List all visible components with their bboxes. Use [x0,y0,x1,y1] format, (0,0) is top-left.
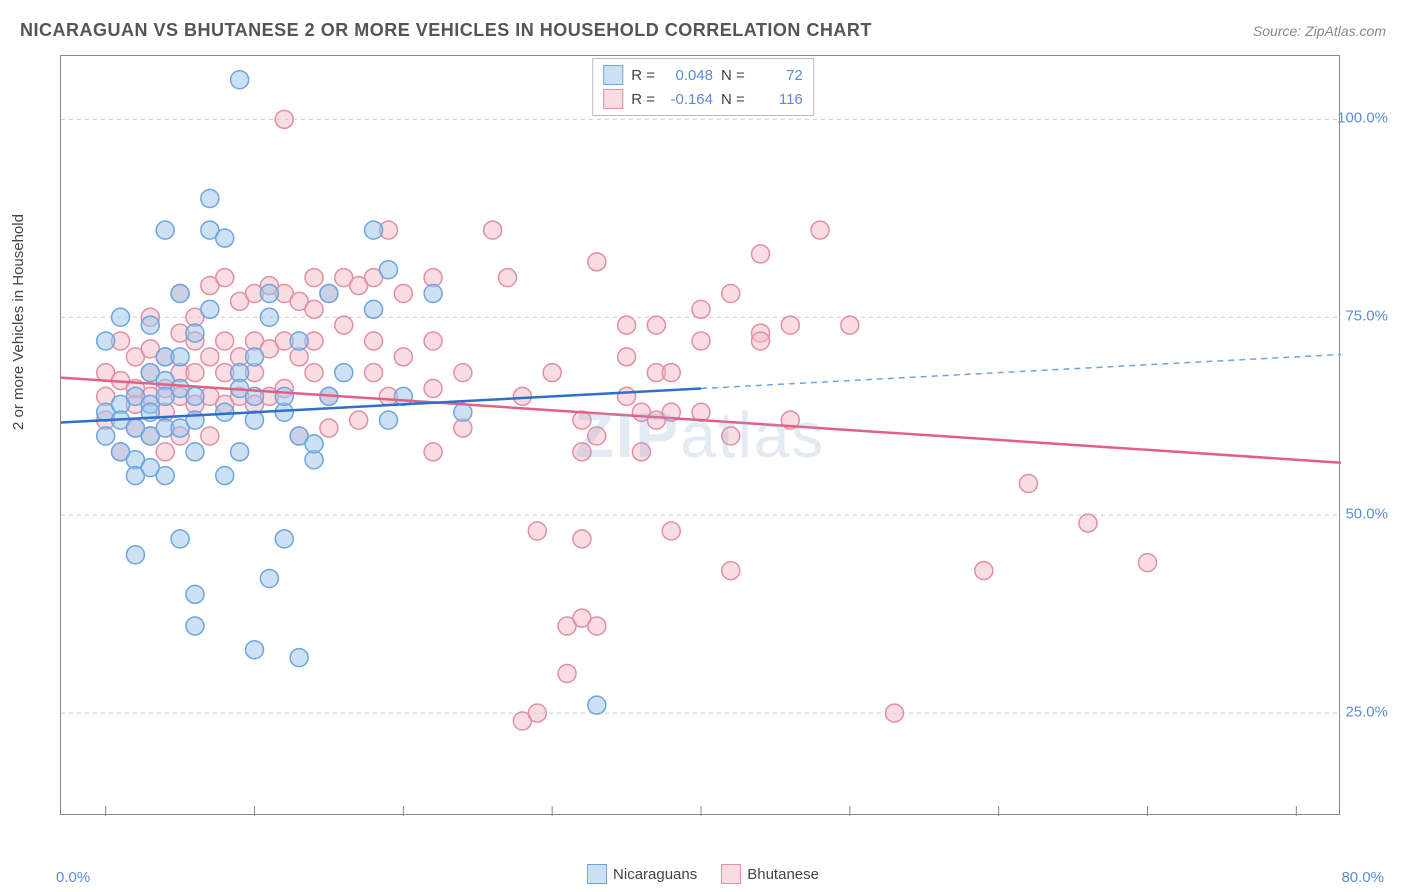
legend-swatch-pink [603,89,623,109]
x-tick-80: 80.0% [1341,869,1384,886]
chart-title: NICARAGUAN VS BHUTANESE 2 OR MORE VEHICL… [20,20,872,41]
legend-label-bhutanese: Bhutanese [747,866,819,883]
correlation-legend: R = 0.048 N = 72 R = -0.164 N = 116 [592,58,814,116]
legend-row-blue: R = 0.048 N = 72 [603,63,803,87]
y-axis-label: 2 or more Vehicles in Household [10,214,27,430]
y-tick-100: 100.0% [1337,110,1388,127]
n-value-pink: 116 [753,91,803,108]
plot-area: ZIPatlas [60,55,1340,815]
n-label: N = [721,67,745,84]
y-tick-25: 25.0% [1345,704,1388,721]
x-tick-0: 0.0% [56,869,90,886]
r-value-pink: -0.164 [663,91,713,108]
legend-item-bhutanese: Bhutanese [721,864,819,884]
legend-swatch-bhutanese-icon [721,864,741,884]
source-label: Source: ZipAtlas.com [1253,23,1386,39]
legend-item-nicaraguans: Nicaraguans [587,864,697,884]
series-legend: Nicaraguans Bhutanese [587,864,819,884]
legend-swatch-nicaraguans-icon [587,864,607,884]
r-label: R = [631,91,655,108]
chart-svg [61,56,1341,816]
r-value-blue: 0.048 [663,67,713,84]
n-label: N = [721,91,745,108]
legend-swatch-blue [603,65,623,85]
y-tick-50: 50.0% [1345,506,1388,523]
legend-label-nicaraguans: Nicaraguans [613,866,697,883]
legend-row-pink: R = -0.164 N = 116 [603,87,803,111]
n-value-blue: 72 [753,67,803,84]
y-tick-75: 75.0% [1345,308,1388,325]
r-label: R = [631,67,655,84]
